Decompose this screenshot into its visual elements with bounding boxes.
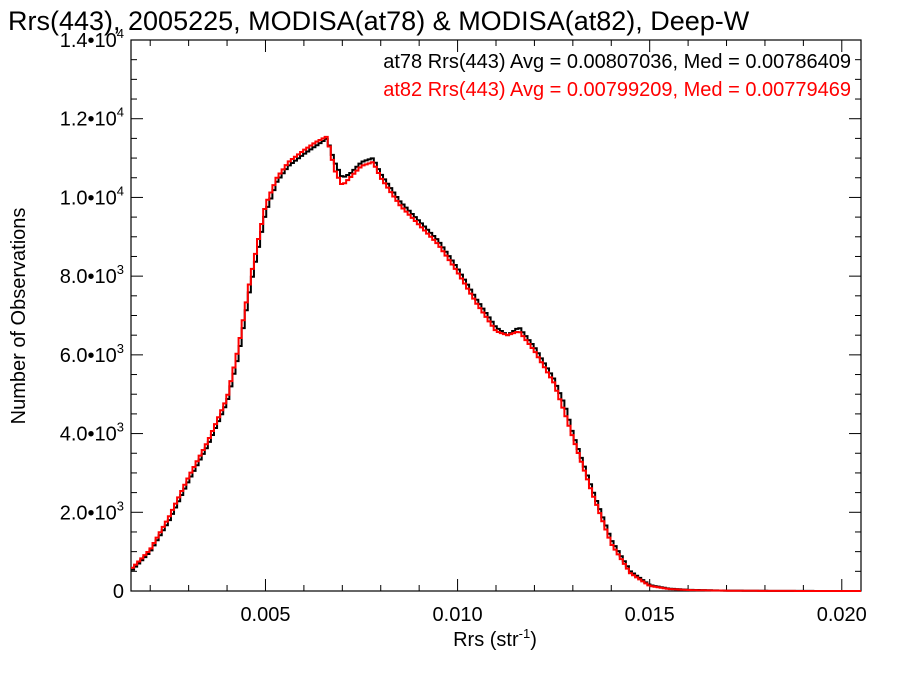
series-line-at78 — [131, 137, 861, 592]
series-layer — [131, 135, 861, 592]
y-axis: 02.0•1034.0•1036.0•1038.0•1031.0•1041.2•… — [60, 26, 861, 603]
y-tick-exponent: 4 — [117, 105, 124, 120]
x-tick-label: 0.015 — [625, 604, 675, 626]
y-tick-label: 6.0•103 — [60, 341, 124, 367]
y-tick-mantissa: 1.4•10 — [60, 30, 117, 52]
y-tick-label: 1.0•104 — [60, 183, 124, 209]
y-tick-label: 4.0•103 — [60, 420, 124, 446]
x-tick-label: 0.010 — [433, 604, 483, 626]
legend-at82: at82 Rrs(443) Avg = 0.00799209, Med = 0.… — [383, 79, 851, 101]
y-tick-exponent: 3 — [117, 498, 124, 513]
x-axis-label-superscript: -1 — [519, 626, 531, 641]
y-tick-exponent: 3 — [117, 420, 124, 435]
y-tick-label: 2.0•103 — [60, 498, 124, 524]
y-tick-mantissa: 2.0•10 — [60, 502, 117, 524]
y-tick-label: 8.0•103 — [60, 262, 124, 288]
x-axis-label: Rrs (str-1) — [453, 626, 537, 651]
x-axis-label-end: ) — [530, 629, 537, 651]
y-tick-mantissa: 8.0•10 — [60, 266, 117, 288]
x-axis-label-main: Rrs (str — [453, 629, 519, 651]
y-tick-mantissa: 1.0•10 — [60, 187, 117, 209]
y-tick-mantissa: 1.2•10 — [60, 109, 117, 131]
y-tick-label: 0 — [113, 581, 124, 603]
x-axis: 0.005 0.010 0.015 0.020 — [149, 40, 867, 626]
y-tick-exponent: 4 — [117, 26, 124, 41]
series-line-at82 — [131, 135, 861, 592]
y-tick-exponent: 4 — [117, 183, 124, 198]
x-tick-label: 0.005 — [240, 604, 290, 626]
y-axis-label: Number of Observations — [8, 208, 30, 425]
legend-at78: at78 Rrs(443) Avg = 0.00807036, Med = 0.… — [383, 51, 851, 73]
plot-frame — [130, 39, 862, 592]
chart-title: Rrs(443), 2005225, MODISA(at78) & MODISA… — [8, 6, 750, 36]
y-tick-label: 1.4•104 — [60, 26, 124, 52]
x-tick-label: 0.020 — [817, 604, 867, 626]
y-tick-exponent: 3 — [117, 262, 124, 277]
y-tick-mantissa: 6.0•10 — [60, 345, 117, 367]
y-tick-mantissa: 4.0•10 — [60, 424, 117, 446]
y-tick-mantissa: 0 — [113, 581, 124, 603]
y-tick-exponent: 3 — [117, 341, 124, 356]
y-tick-label: 1.2•104 — [60, 105, 124, 131]
